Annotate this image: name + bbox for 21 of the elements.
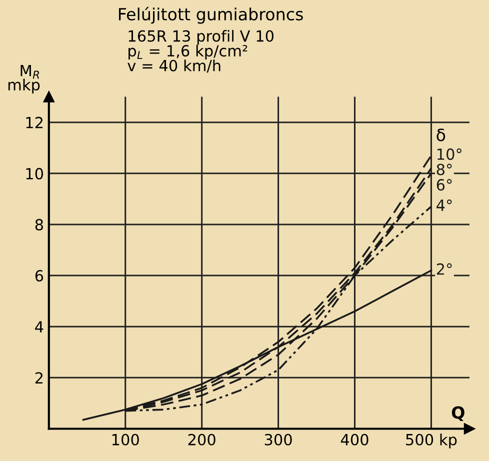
x-axis-title: Q bbox=[452, 406, 464, 422]
x-tick-label: 400 bbox=[340, 434, 368, 446]
y-tick-label: 12 bbox=[26, 116, 43, 128]
series-label: 8° bbox=[436, 164, 452, 176]
legend-title: δ bbox=[436, 128, 446, 142]
series-label: 2° bbox=[436, 263, 452, 275]
chart-subtitle: 165R 13 profil V 10 p$_{L}$ = 1,6 kp/cm² v = 40 km/h bbox=[128, 30, 274, 73]
x-tick-label: 200 bbox=[188, 434, 216, 446]
y-axis-title: M$_{R}$ mkp bbox=[8, 64, 40, 94]
x-tick-label: 300 bbox=[264, 434, 292, 446]
y-tick-label: 8 bbox=[35, 218, 43, 230]
y-tick-label: 6 bbox=[35, 270, 44, 282]
x-tick-label: 500 kp bbox=[406, 434, 457, 448]
series-label: 6° bbox=[436, 179, 452, 191]
series-label: 10° bbox=[437, 148, 462, 160]
x-tick-label: 100 bbox=[112, 434, 139, 446]
y-tick-label: 4 bbox=[35, 321, 44, 332]
series-label: 4° bbox=[436, 199, 452, 211]
chart-title: Felújitott gumiabroncs bbox=[118, 6, 303, 24]
y-tick-label: 10 bbox=[26, 168, 44, 180]
y-tick-label: 2 bbox=[35, 372, 43, 384]
